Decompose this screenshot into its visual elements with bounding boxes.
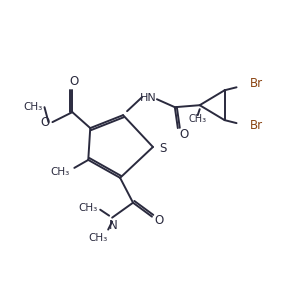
Text: CH₃: CH₃ [189,114,207,124]
Text: N: N [109,219,118,232]
Text: O: O [179,128,188,141]
Text: O: O [41,116,50,128]
Text: Br: Br [250,119,263,132]
Text: O: O [70,75,79,88]
Text: CH₃: CH₃ [51,167,70,177]
Text: CH₃: CH₃ [23,102,42,112]
Text: O: O [154,214,164,227]
Text: CH₃: CH₃ [89,233,108,242]
Text: CH₃: CH₃ [79,203,98,213]
Text: Br: Br [250,77,263,90]
Text: S: S [159,142,167,155]
Text: HN: HN [140,93,156,103]
